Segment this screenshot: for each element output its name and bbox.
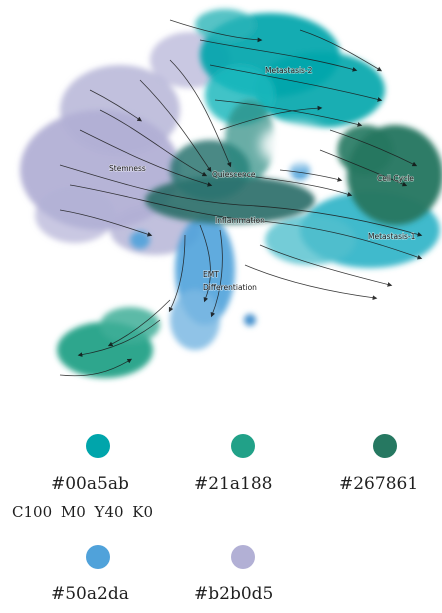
swatch-267861 bbox=[373, 434, 397, 458]
hex-label-00a5ab: #00a5ab bbox=[51, 474, 129, 494]
label-stemness: Stemness bbox=[109, 164, 146, 173]
hex-label-50a2da: #50a2da bbox=[51, 584, 129, 604]
cmyk-label-00a5ab: C100 M0 Y40 K0 bbox=[12, 503, 154, 521]
label-emt: EMT bbox=[203, 270, 219, 279]
hex-label-21a188: #21a188 bbox=[194, 474, 273, 494]
swatch-50a2da bbox=[86, 545, 110, 569]
metastasis2-cluster bbox=[195, 9, 385, 128]
hex-label-267861: #267861 bbox=[339, 474, 419, 494]
label-quiescence: Quiescence bbox=[212, 170, 256, 179]
velocity-embedding-figure: Metastasis-2 Stemness Quiescence Cell Cy… bbox=[20, 9, 442, 378]
label-metastasis2: Metastasis-2 bbox=[265, 66, 313, 75]
swatch-00a5ab bbox=[86, 434, 110, 458]
label-differentiation: Differentiation bbox=[203, 283, 257, 292]
swatch-b2b0d5 bbox=[231, 545, 255, 569]
label-cell-cycle: Cell Cycle bbox=[377, 174, 414, 183]
quiescence-cluster bbox=[145, 100, 315, 224]
emt-cluster bbox=[130, 160, 310, 350]
swatch-21a188 bbox=[231, 434, 255, 458]
velocity-streamlines bbox=[59, 19, 423, 377]
central-gap bbox=[260, 123, 330, 167]
label-metastasis1: Metastasis-1 bbox=[368, 232, 416, 241]
hex-label-b2b0d5: #b2b0d5 bbox=[194, 584, 274, 604]
label-inflammation: Inflammation bbox=[215, 216, 265, 225]
stemness-cluster bbox=[20, 32, 230, 255]
differentiation-cluster bbox=[57, 307, 160, 378]
